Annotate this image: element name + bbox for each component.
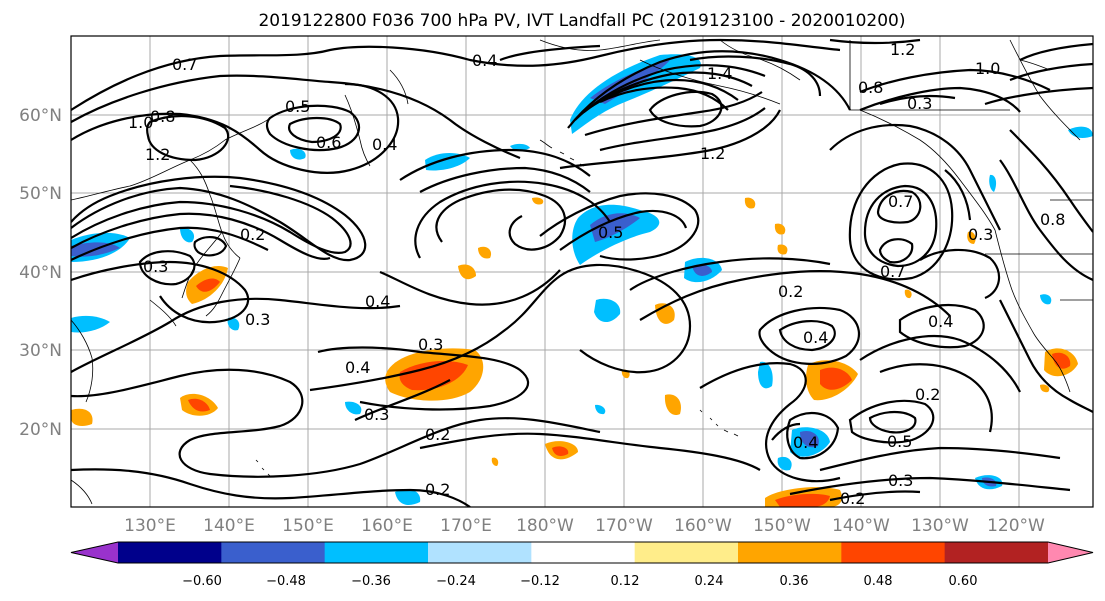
- colorbar-tick-label: 0.24: [695, 574, 724, 589]
- contour-labels: 0.7 1.0 0.8 1.2 0.5 0.6 0.4 0.3 0.4 0.4 …: [128, 40, 1065, 508]
- colorbar-tick-label: −0.48: [266, 574, 306, 589]
- contour-label: 0.5: [285, 97, 310, 116]
- contour-label: 0.4: [472, 51, 497, 70]
- graticule: [71, 36, 1093, 507]
- contour-label: 0.4: [365, 292, 390, 311]
- colorbar-outline: [70, 541, 1094, 564]
- colorbar: [70, 541, 1094, 564]
- contour-label: 0.7: [880, 262, 905, 281]
- contour-label: 0.8: [858, 78, 883, 97]
- contour-label: 0.3: [418, 335, 443, 354]
- contour-label: 0.4: [803, 328, 828, 347]
- contour-label: 0.8: [1040, 210, 1065, 229]
- lon-label: 120°W: [987, 516, 1045, 536]
- contour-label: 0.2: [915, 385, 940, 404]
- lon-label: 140°W: [832, 516, 890, 536]
- colorbar-swatch: [324, 542, 429, 563]
- colorbar-ticks: −0.60 −0.48 −0.36 −0.24 −0.12 0.12 0.24 …: [182, 574, 977, 589]
- colorbar-swatch: [221, 542, 326, 563]
- map-panel: 0.7 1.0 0.8 1.2 0.5 0.6 0.4 0.3 0.4 0.4 …: [70, 35, 1094, 508]
- latitude-labels: 60°N 50°N 40°N 30°N 20°N: [19, 106, 62, 440]
- lon-label: 160°W: [674, 516, 732, 536]
- contour-label: 0.2: [778, 282, 803, 301]
- contour-label: 0.7: [888, 192, 913, 211]
- map-frame: [70, 35, 1094, 508]
- colorbar-extend-min: [71, 542, 118, 563]
- contour-label: 0.5: [598, 223, 623, 242]
- colorbar-swatch: [531, 542, 636, 563]
- contour-label: 0.3: [888, 471, 913, 490]
- lat-label: 50°N: [19, 184, 62, 204]
- colorbar-swatch: [944, 542, 1049, 563]
- contour-label: 1.4: [707, 64, 732, 83]
- contour-label: 0.2: [840, 489, 865, 508]
- contour-label: 0.6: [316, 133, 341, 152]
- colorbar-tick-label: 0.12: [611, 574, 640, 589]
- colorbar-extend-max: [1048, 542, 1093, 563]
- colorbar-tick-label: −0.24: [436, 574, 476, 589]
- contour-label: 0.3: [968, 225, 993, 244]
- contour-label: 0.3: [143, 257, 168, 276]
- lon-label: 170°E: [440, 516, 492, 536]
- contour-label: 0.2: [425, 480, 450, 499]
- colorbar-tick-label: −0.36: [351, 574, 391, 589]
- colorbar-swatch: [118, 542, 222, 563]
- colorbar-swatch: [634, 542, 739, 563]
- longitude-labels: 130°E 140°E 150°E 160°E 170°E 180°W 170°…: [124, 516, 1045, 536]
- lat-label: 60°N: [19, 106, 62, 126]
- colorbar-swatch: [738, 542, 842, 563]
- contour-label: 1.2: [700, 144, 725, 163]
- pv-contours: [71, 38, 1093, 507]
- contour-label: 1.2: [145, 145, 170, 164]
- colorbar-tick-label: 0.36: [780, 574, 809, 589]
- colorbar-tick-label: 0.60: [949, 574, 978, 589]
- colorbar-tick-label: −0.12: [520, 574, 560, 589]
- lon-label: 130°W: [911, 516, 969, 536]
- contour-label: 0.2: [425, 425, 450, 444]
- lat-label: 30°N: [19, 341, 62, 361]
- contour-label: 1.2: [890, 40, 915, 59]
- contour-label: 0.4: [372, 135, 397, 154]
- contour-label: 0.2: [240, 225, 265, 244]
- contour-label: 0.4: [345, 358, 370, 377]
- lon-label: 150°W: [753, 516, 811, 536]
- lon-label: 170°W: [595, 516, 653, 536]
- contour-label: 0.4: [793, 433, 818, 452]
- contour-label: 0.3: [364, 405, 389, 424]
- contour-label: 0.5: [887, 432, 912, 451]
- contour-label: 0.3: [245, 310, 270, 329]
- lon-label: 150°E: [282, 516, 334, 536]
- contour-label: 0.4: [928, 312, 953, 331]
- lon-label: 130°E: [124, 516, 176, 536]
- coastlines: [71, 39, 1093, 505]
- lat-label: 20°N: [19, 420, 62, 440]
- lat-label: 40°N: [19, 263, 62, 283]
- lon-label: 160°E: [361, 516, 413, 536]
- colorbar-swatch: [841, 542, 946, 563]
- contour-label: 1.0: [975, 59, 1000, 78]
- colorbar-tick-label: 0.48: [864, 574, 893, 589]
- lon-label: 180°W: [516, 516, 574, 536]
- map-title: 2019122800 F036 700 hPa PV, IVT Landfall…: [258, 11, 905, 31]
- contour-label: 1.0: [128, 113, 153, 132]
- contour-label: 0.8: [150, 107, 175, 126]
- colorbar-swatch: [428, 542, 532, 563]
- contour-label: 0.3: [907, 94, 932, 113]
- colorbar-tick-label: −0.60: [182, 574, 222, 589]
- lon-label: 140°E: [203, 516, 255, 536]
- contour-label: 0.7: [172, 55, 197, 74]
